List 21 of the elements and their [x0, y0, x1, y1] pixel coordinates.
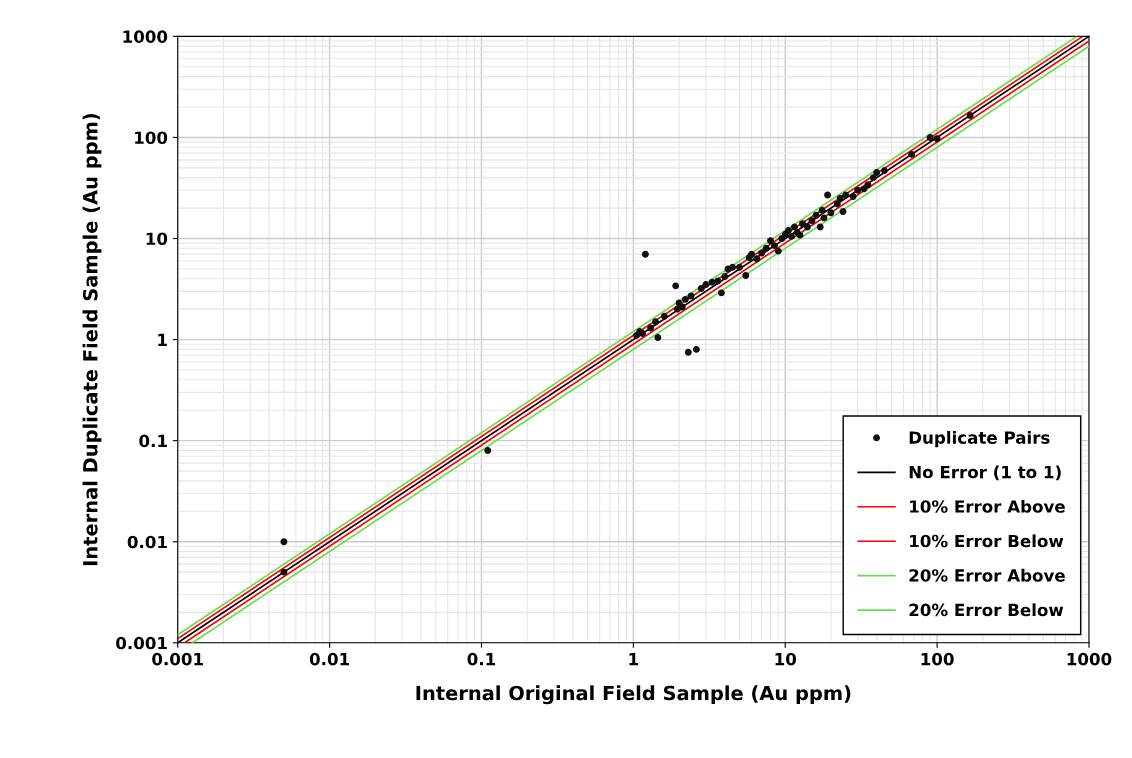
- x-axis-title: Internal Original Field Sample (Au ppm): [416, 685, 851, 705]
- legend-label: No Error (1 to 1): [909, 465, 1061, 481]
- y-axis-title: Internal Duplicate Field Sample (Au ppm): [82, 113, 102, 566]
- y-tick-label: 1: [158, 333, 167, 346]
- y-tick-label: 0.01: [127, 535, 167, 549]
- x-tick-label: 1: [629, 653, 639, 666]
- x-tick-label: 0.01: [309, 652, 350, 666]
- legend-label: Duplicate Pairs: [909, 431, 1050, 448]
- y-tick-label: 0.001: [116, 636, 167, 650]
- y-tick-label: 100: [135, 131, 168, 145]
- legend-label: 10% Error Below: [910, 534, 1064, 548]
- legend-label: 20% Error Below: [909, 603, 1064, 617]
- x-tick-label: 0.1: [467, 652, 496, 666]
- x-tick-label: 1000: [1067, 652, 1112, 666]
- x-tick-label: 10: [775, 652, 797, 666]
- y-tick-label: 0.1: [139, 434, 167, 448]
- legend-label: 20% Error Above: [909, 568, 1065, 582]
- y-tick-label: 1000: [123, 30, 168, 43]
- legend-label: 10% Error Above: [910, 499, 1065, 513]
- y-tick-label: 10: [146, 232, 168, 246]
- x-tick-label: 100: [921, 652, 954, 666]
